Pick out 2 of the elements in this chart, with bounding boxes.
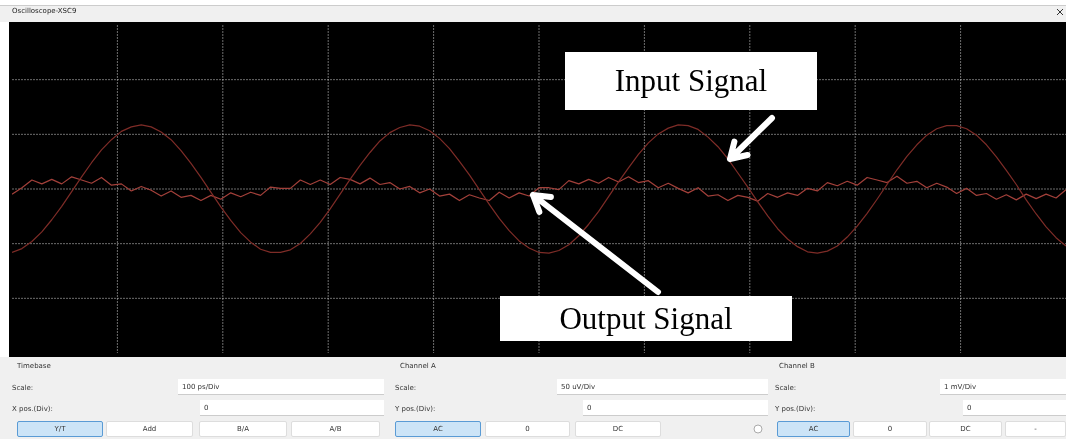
text: Output Signal <box>500 296 792 341</box>
series-label: Input Signal <box>565 52 817 110</box>
